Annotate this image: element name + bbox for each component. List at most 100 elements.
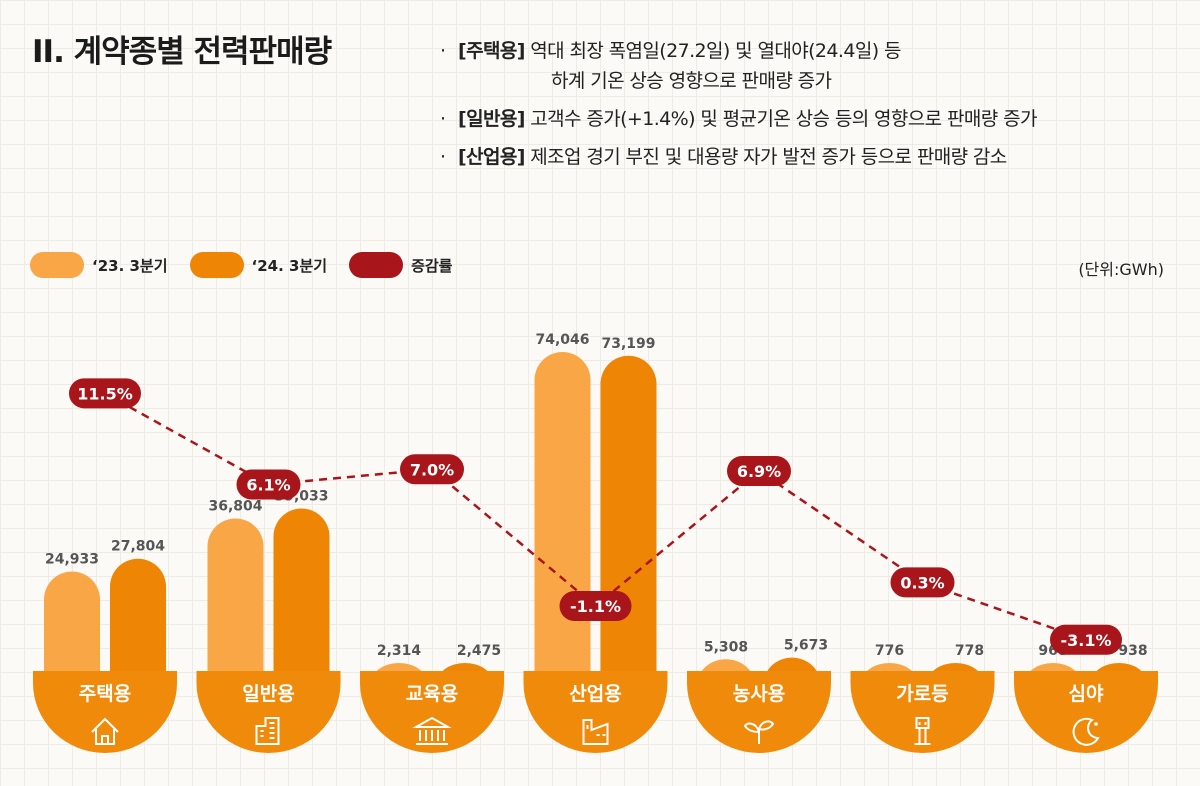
legend-item-rate: 증감률: [349, 252, 452, 278]
bar-label-2023: 776: [875, 643, 904, 659]
category-base: 교육용: [360, 671, 504, 753]
rate-pill: [890, 567, 955, 598]
category-disc: [850, 671, 995, 753]
rate-marker: 6.1%: [236, 469, 301, 500]
bar-2023: [534, 352, 591, 683]
bar-label-2023: 36,804: [208, 498, 262, 514]
bar-label-2024: 2,475: [457, 643, 501, 659]
category-label: 주택용: [79, 683, 131, 705]
rate-label: 0.3%: [900, 573, 944, 592]
category-disc: [687, 671, 831, 753]
bar-2024: [273, 508, 330, 683]
legend: ‘23. 3분기 ‘24. 3분기 증감률: [30, 250, 474, 280]
rate-label: 7.0%: [410, 460, 454, 479]
building-icon-shape: [255, 717, 280, 745]
legend-label-2023: ‘23. 3분기: [92, 256, 168, 275]
notes: · [주택용] 역대 최장 폭염일(27.2일) 및 열대야(24.4일) 등 …: [436, 36, 1196, 180]
category-label: 교육용: [406, 683, 458, 705]
bar-label-2023: 5,308: [704, 639, 748, 655]
factory-icon: [582, 719, 609, 745]
rate-pill: [236, 469, 301, 500]
legend-label-2024: ‘24. 3분기: [251, 256, 328, 275]
rate-pill: [400, 454, 464, 485]
bar-label-2024: 778: [955, 643, 984, 659]
rate-marker: 11.5%: [69, 378, 141, 409]
category-label: 가로등: [896, 683, 948, 705]
rate-label: 6.1%: [246, 475, 290, 494]
category-label: 심야: [1069, 683, 1104, 705]
note-text: 역대 최장 폭염일(27.2일) 및 열대야(24.4일) 등: [530, 40, 901, 62]
category-base: 산업용: [523, 671, 668, 753]
category-label: 농사용: [733, 683, 785, 705]
category-base: 주택용: [33, 671, 177, 753]
note-text: 제조업 경기 부진 및 대용량 자가 발전 증가 등으로 판매량 감소: [530, 146, 1007, 168]
bar-2024: [600, 355, 657, 683]
rate-pill: [1050, 624, 1122, 655]
legend-swatch-2023: [30, 252, 84, 278]
legend-label-rate: 증감률: [411, 256, 453, 275]
school-icon-shape: [412, 716, 452, 745]
category-disc: [360, 671, 504, 753]
bar-label-2023: 24,933: [45, 552, 99, 568]
bar-label-2024: 73,199: [601, 336, 655, 352]
legend-item-2024: ‘24. 3분기: [189, 252, 328, 278]
bar-label-2024: 938: [1118, 643, 1147, 659]
sprout-icon-shape: [743, 720, 775, 744]
note-text-line2: 하계 기온 상승 영향으로 판매량 증가: [551, 70, 832, 92]
rate-label: -1.1%: [570, 597, 621, 616]
category-base: 심야: [1014, 671, 1158, 753]
bar-2024: [110, 558, 166, 683]
bar-label-2024: 27,804: [111, 539, 165, 555]
note-industrial: · [산업용] 제조업 경기 부진 및 대용량 자가 발전 증가 등으로 판매량…: [440, 146, 1007, 168]
house-icon-shape: [91, 717, 119, 745]
school-icon: [412, 716, 452, 745]
bar-2023: [207, 518, 264, 683]
bars-group: [44, 352, 1147, 683]
rate-pill: [69, 378, 141, 409]
rate-label: 6.9%: [737, 462, 781, 481]
factory-icon-shape: [582, 719, 609, 745]
building-icon: [255, 717, 280, 745]
rate-marker: 6.9%: [727, 455, 791, 486]
rate-marker: 7.0%: [400, 454, 464, 485]
streetlight-icon: [914, 717, 931, 745]
bar-2023: [44, 571, 100, 683]
category-base: 가로등: [850, 671, 995, 753]
note-general: · [일반용] 고객수 증가(+1.4%) 및 평균기온 상승 등의 영향으로 …: [440, 108, 1037, 130]
category-label: 일반용: [242, 683, 294, 705]
rate-marker: -1.1%: [559, 591, 632, 622]
moon-icon-shape: [1072, 717, 1100, 746]
page-title: II. 계약종별 전력판매량: [32, 34, 332, 70]
category-base: 일반용: [196, 671, 341, 753]
category-bases: 주택용 일반용 교육용 산업용 농사용 가로등 심야: [33, 671, 1158, 753]
unit-label: (단위:GWh): [1078, 260, 1164, 279]
note-text: 고객수 증가(+1.4%) 및 평균기온 상승 등의 영향으로 판매량 증가: [530, 108, 1037, 130]
legend-item-2023: ‘23. 3분기: [30, 252, 168, 278]
rate-label: -3.1%: [1060, 631, 1111, 650]
legend-swatch-2024: [189, 252, 244, 278]
rate-marker: 0.3%: [890, 567, 955, 598]
category-disc: [196, 671, 341, 753]
note-tag: [일반용]: [458, 108, 525, 130]
bar-label-2024: 5,673: [784, 638, 828, 654]
category-disc: [33, 671, 177, 753]
house-icon: [91, 717, 119, 745]
category-label: 산업용: [569, 683, 621, 705]
moon-icon: [1072, 717, 1100, 746]
bar-label-2023: 2,314: [377, 643, 422, 659]
rate-marker: -3.1%: [1050, 624, 1122, 655]
bar-label-2023: 74,046: [535, 332, 589, 348]
sprout-icon: [743, 720, 775, 744]
legend-swatch-rate: [349, 252, 404, 278]
rate-pill: [559, 591, 632, 622]
rate-label: 11.5%: [77, 384, 133, 403]
note-tag: [산업용]: [458, 146, 525, 168]
rate-pill: [727, 455, 791, 486]
note-residential: · [주택용] 역대 최장 폭염일(27.2일) 및 열대야(24.4일) 등 …: [436, 36, 1196, 96]
category-disc: [523, 671, 668, 753]
category-disc: [1014, 671, 1158, 753]
streetlight-icon-shape: [914, 717, 931, 745]
star-dot: [1094, 722, 1098, 726]
